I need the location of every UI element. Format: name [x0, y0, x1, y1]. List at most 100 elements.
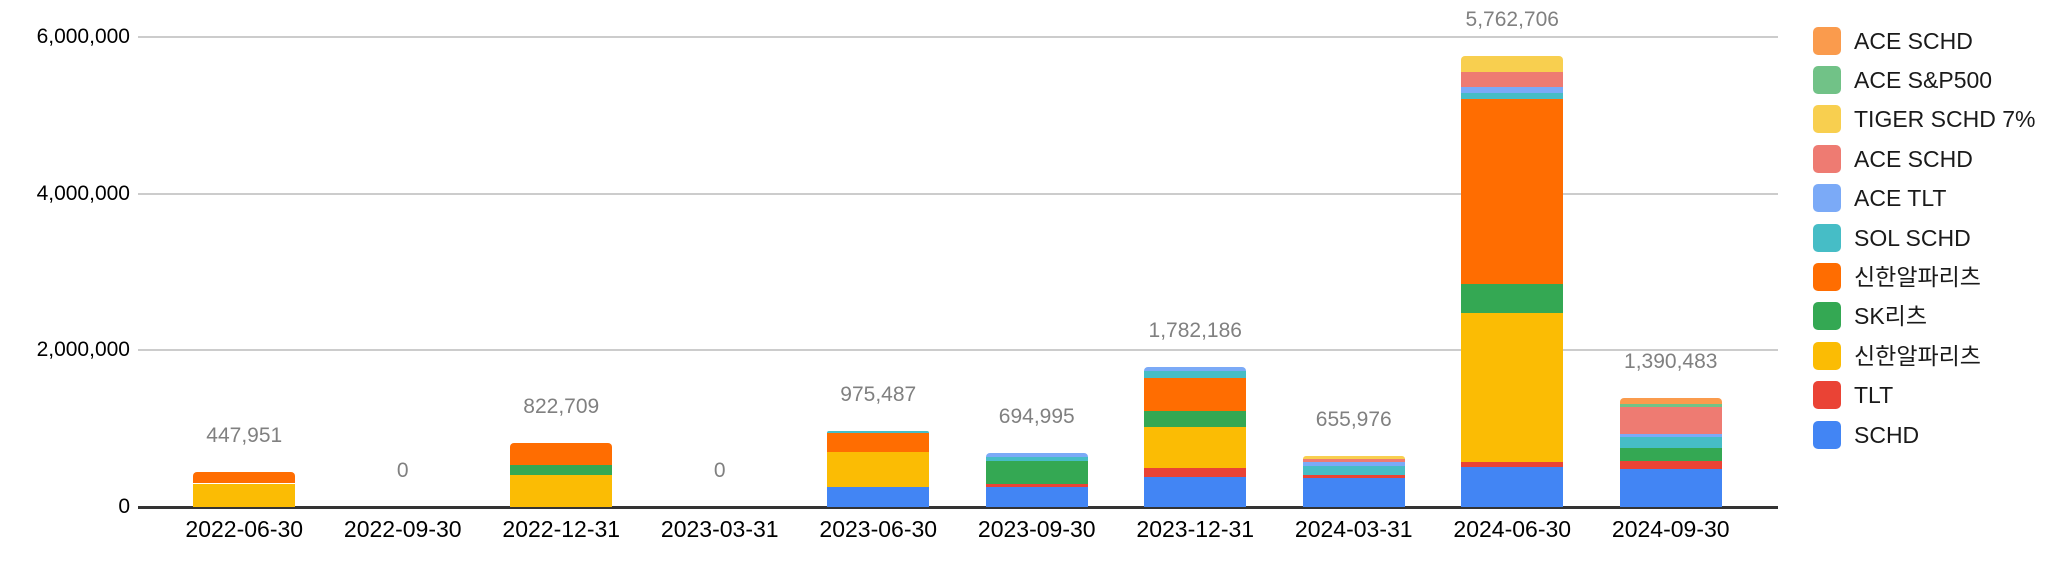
- legend-item: ACE TLT: [1813, 179, 2035, 218]
- x-axis-label: 2022-12-31: [502, 516, 621, 542]
- legend-item: 신한알파리츠: [1813, 257, 2035, 296]
- bar-total-label: 694,995: [998, 404, 1075, 428]
- gridline: [138, 192, 1778, 195]
- bar-segment-sk리츠[interactable]: [1461, 284, 1564, 314]
- y-axis-label: 0: [118, 495, 130, 518]
- legend-item: ACE S&P500: [1813, 60, 2035, 99]
- x-axis-label: 2024-03-31: [1294, 516, 1413, 542]
- bar-segment-schd[interactable]: [1461, 467, 1564, 507]
- bar-segment-신한알파리츠[interactable]: [1461, 99, 1564, 285]
- bar-total-label: 5,762,706: [1465, 7, 1559, 31]
- bar-segment-tlt[interactable]: [1302, 474, 1405, 478]
- bar-segment-ace-schd[interactable]: [1461, 72, 1564, 88]
- bar-segment-sk리츠[interactable]: [1619, 447, 1722, 461]
- gridline: [138, 349, 1778, 352]
- bar-segment-sol-schd[interactable]: [827, 430, 930, 433]
- bar-segment-ace-tlt[interactable]: [1619, 433, 1722, 437]
- bar-segment-ace-tlt[interactable]: [1302, 462, 1405, 466]
- bar-segment-sol-schd[interactable]: [1461, 93, 1564, 100]
- bar-segment-tlt[interactable]: [1619, 460, 1722, 469]
- bar-segment-sk리츠[interactable]: [510, 464, 613, 475]
- legend-swatch-icon: [1813, 381, 1841, 410]
- bar-segment-신한알파리츠[interactable]: [1461, 313, 1564, 463]
- legend-item: TIGER SCHD 7%: [1813, 100, 2035, 139]
- bar-segment-sk리츠[interactable]: [985, 461, 1088, 484]
- bar-segment-신한알파리츠[interactable]: [827, 432, 930, 453]
- legend-swatch-icon: [1813, 223, 1841, 252]
- bar-segment-신한알파리츠[interactable]: [1144, 426, 1247, 469]
- bar-segment-ace-s&p500[interactable]: [1619, 404, 1722, 408]
- bar-total-label: 0: [396, 459, 409, 482]
- bar-segment-sol-schd[interactable]: [1144, 370, 1247, 378]
- legend-label: SOL SCHD: [1854, 224, 1971, 251]
- y-axis-label: 6,000,000: [36, 25, 130, 48]
- bar-segment-ace-schd[interactable]: [1302, 459, 1405, 463]
- bar-segment-tiger-schd-7%[interactable]: [1302, 455, 1405, 460]
- bar-segment-ace-tlt[interactable]: [1461, 87, 1564, 94]
- legend-swatch-icon: [1813, 341, 1841, 370]
- bar-total-label: 447,951: [206, 423, 283, 447]
- bar-segment-tiger-schd-7%[interactable]: [1461, 55, 1564, 72]
- bar-segment-ace-schd[interactable]: [1619, 407, 1722, 434]
- legend-item: TLT: [1813, 376, 2035, 415]
- x-axis-label: 2024-06-30: [1453, 516, 1572, 542]
- legend-label: ACE TLT: [1854, 185, 1947, 212]
- bar-segment-신한알파리츠[interactable]: [1144, 377, 1247, 411]
- bar-total-label: 655,976: [1315, 407, 1392, 431]
- legend-label: 신한알파리츠: [1854, 264, 1981, 291]
- bar-segment-신한알파리츠[interactable]: [193, 471, 296, 484]
- bar-segment-ace-schd[interactable]: [1619, 398, 1722, 405]
- y-axis-label: 2,000,000: [36, 338, 130, 362]
- legend-swatch-icon: [1813, 302, 1841, 331]
- bar-segment-schd[interactable]: [827, 487, 930, 507]
- x-axis-label: 2023-12-31: [1136, 516, 1255, 542]
- bar-total-label: 822,709: [523, 394, 600, 418]
- legend-swatch-icon: [1813, 105, 1841, 134]
- bar-segment-tlt[interactable]: [1461, 462, 1564, 468]
- legend-item: 신한알파리츠: [1813, 336, 2035, 375]
- legend-label: 신한알파리츠: [1854, 342, 1981, 369]
- legend-swatch-icon: [1813, 263, 1841, 292]
- bar-segment-sol-schd[interactable]: [1619, 436, 1722, 448]
- bar-segment-sol-schd[interactable]: [1302, 465, 1405, 475]
- bar-segment-ace-tlt[interactable]: [1144, 367, 1247, 371]
- legend-swatch-icon: [1813, 420, 1841, 449]
- legend-swatch-icon: [1813, 66, 1841, 95]
- bar-segment-schd[interactable]: [985, 487, 1088, 507]
- legend-swatch-icon: [1813, 184, 1841, 213]
- bar-segment-신한알파리츠[interactable]: [827, 452, 930, 488]
- legend-item: SOL SCHD: [1813, 218, 2035, 257]
- legend-label: TIGER SCHD 7%: [1854, 106, 2036, 133]
- gridline: [138, 36, 1778, 38]
- x-axis-label: 2023-09-30: [977, 516, 1096, 542]
- x-axis-line: [138, 506, 1778, 509]
- legend-label: SCHD: [1854, 421, 1920, 448]
- legend-item: SK리츠: [1813, 297, 2035, 336]
- x-axis-label: 2023-03-31: [660, 516, 779, 542]
- bar-segment-tlt[interactable]: [1144, 468, 1247, 478]
- legend-item: SCHD: [1813, 415, 2035, 454]
- x-axis-label: 2022-06-30: [185, 516, 304, 542]
- bar-segment-tlt[interactable]: [985, 483, 1088, 488]
- bar-segment-sk리츠[interactable]: [1144, 410, 1247, 427]
- legend-label: ACE SCHD: [1854, 145, 1973, 172]
- bar-total-label: 0: [713, 459, 726, 482]
- legend-label: ACE SCHD: [1854, 27, 1973, 54]
- legend-item: ACE SCHD: [1813, 139, 2035, 178]
- bar-segment-신한알파리츠[interactable]: [510, 474, 613, 507]
- bar-segment-sol-schd[interactable]: [985, 457, 1088, 462]
- bar-segment-schd[interactable]: [1619, 468, 1722, 507]
- legend-label: SK리츠: [1854, 303, 1928, 330]
- x-axis-label: 2024-09-30: [1611, 516, 1730, 542]
- bar-segment-schd[interactable]: [1302, 478, 1405, 507]
- legend-swatch-icon: [1813, 26, 1841, 55]
- legend-swatch-icon: [1813, 144, 1841, 173]
- legend-label: TLT: [1854, 382, 1894, 409]
- bar-total-label: 1,782,186: [1148, 319, 1242, 343]
- bar-segment-schd[interactable]: [1144, 477, 1247, 507]
- bar-segment-신한알파리츠[interactable]: [510, 442, 613, 465]
- x-axis-label: 2022-09-30: [343, 516, 462, 542]
- bar-segment-ace-tlt[interactable]: [985, 452, 1088, 458]
- bar-segment-신한알파리츠[interactable]: [193, 483, 296, 507]
